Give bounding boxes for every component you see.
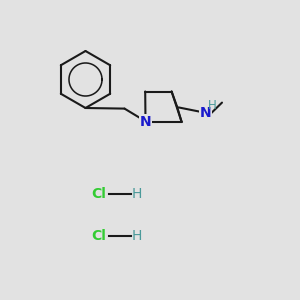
Text: H: H (131, 229, 142, 242)
Text: H: H (131, 187, 142, 200)
Text: N: N (140, 115, 151, 128)
Text: Cl: Cl (92, 187, 106, 200)
Text: Cl: Cl (92, 229, 106, 242)
Text: H: H (207, 99, 216, 112)
Text: N: N (200, 106, 211, 120)
